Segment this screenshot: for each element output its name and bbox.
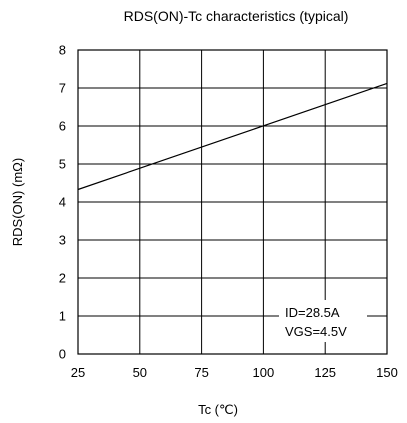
x-tick-label: 50 [133, 365, 147, 380]
y-tick-label: 6 [59, 119, 66, 134]
y-tick-label: 7 [59, 81, 66, 96]
annotation-id: ID=28.5A [285, 305, 340, 320]
y-tick-label: 5 [59, 157, 66, 172]
y-tick-label: 8 [59, 43, 66, 58]
x-tick-label: 75 [194, 365, 208, 380]
x-tick-labels: 25 50 75 100 125 150 [71, 365, 398, 380]
series-line [77, 82, 388, 191]
y-tick-label: 1 [59, 309, 66, 324]
y-tick-labels: 0 1 2 3 4 5 6 7 8 [59, 43, 66, 362]
y-axis-label: RDS(ON) (mΩ) [10, 158, 25, 246]
grid-lines [78, 50, 387, 354]
y-tick-label: 0 [59, 347, 66, 362]
x-axis-label: Tc (℃) [198, 402, 238, 417]
x-tick-label: 125 [314, 365, 336, 380]
y-tick-label: 2 [59, 271, 66, 286]
x-tick-label: 25 [71, 365, 85, 380]
annotation-box [279, 300, 367, 342]
plot-frame [77, 49, 388, 355]
y-tick-label: 3 [59, 233, 66, 248]
chart-title: RDS(ON)-Tc characteristics (typical) [124, 8, 349, 24]
x-tick-label: 150 [376, 365, 398, 380]
y-tick-label: 4 [59, 195, 66, 210]
series-group [77, 82, 388, 191]
x-tick-label: 100 [253, 365, 275, 380]
annotation-vgs: VGS=4.5V [285, 324, 347, 339]
